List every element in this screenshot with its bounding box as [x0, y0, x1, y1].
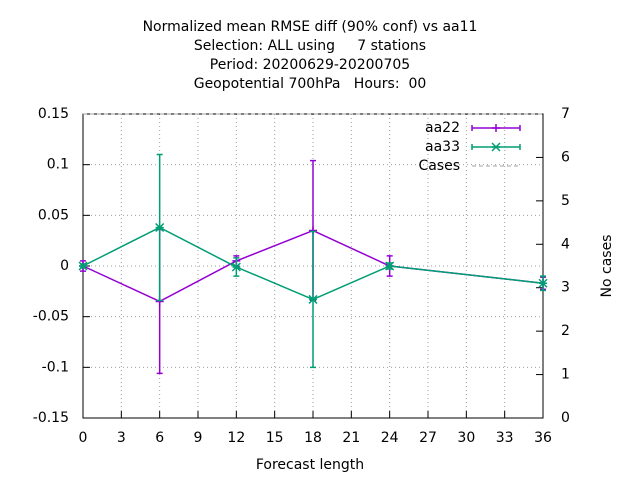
- x-tick-label: 27: [419, 430, 437, 446]
- x-tick-label: 36: [534, 430, 552, 446]
- y2-axis-label: No cases: [599, 235, 615, 298]
- x-tick-label: 24: [381, 430, 399, 446]
- marker: [308, 294, 318, 304]
- chart-title: Normalized mean RMSE diff (90% conf) vs …: [143, 19, 478, 35]
- y-tick-label: -0.15: [33, 410, 69, 426]
- x-tick-label: 3: [117, 430, 126, 446]
- x-tick-label: 15: [266, 430, 284, 446]
- y-tick-label: 0: [60, 258, 69, 274]
- x-axis-label: Forecast length: [256, 457, 364, 473]
- y2-tick-label: 4: [561, 236, 570, 252]
- y2-tick-label: 7: [561, 106, 570, 122]
- y2-tick-label: 5: [561, 193, 570, 209]
- y-tick-label: -0.1: [42, 359, 69, 375]
- y-tick-label: 0.1: [47, 157, 69, 173]
- series-line: [82, 226, 544, 301]
- legend-caps: [471, 125, 521, 131]
- y-tick-label: -0.05: [33, 309, 69, 325]
- y-tick-label: 0.15: [38, 106, 69, 122]
- chart-title: Period: 20200629-20200705: [210, 57, 410, 73]
- marker: [78, 261, 88, 271]
- x-tick-label: 0: [79, 430, 88, 446]
- y2-tick-label: 6: [561, 149, 570, 165]
- legend-caps: [471, 144, 521, 150]
- legend-label: aa33: [425, 139, 460, 155]
- x-tick-label: 18: [304, 430, 322, 446]
- marker: [155, 222, 165, 233]
- y2-tick-label: 2: [561, 323, 570, 339]
- y2-tick-label: 1: [561, 367, 570, 383]
- y2-tick-label: 0: [561, 410, 570, 426]
- x-tick-label: 6: [155, 430, 164, 446]
- chart-title: Selection: ALL using 7 stations: [194, 38, 426, 54]
- legend-label: Cases: [418, 158, 460, 174]
- x-tick-label: 33: [496, 430, 514, 446]
- marker: [538, 278, 548, 288]
- marker: [492, 124, 500, 132]
- x-tick-label: 12: [227, 430, 245, 446]
- x-tick-label: 9: [194, 430, 203, 446]
- marker: [231, 262, 241, 272]
- legend-label: aa22: [425, 120, 460, 136]
- y2-tick-label: 3: [561, 280, 570, 296]
- x-tick-label: 21: [342, 430, 360, 446]
- marker: [491, 142, 501, 152]
- x-tick-label: 30: [457, 430, 475, 446]
- y-tick-label: 0.05: [38, 207, 69, 223]
- chart-title: Geopotential 700hPa Hours: 00: [194, 76, 427, 92]
- marker: [385, 261, 395, 271]
